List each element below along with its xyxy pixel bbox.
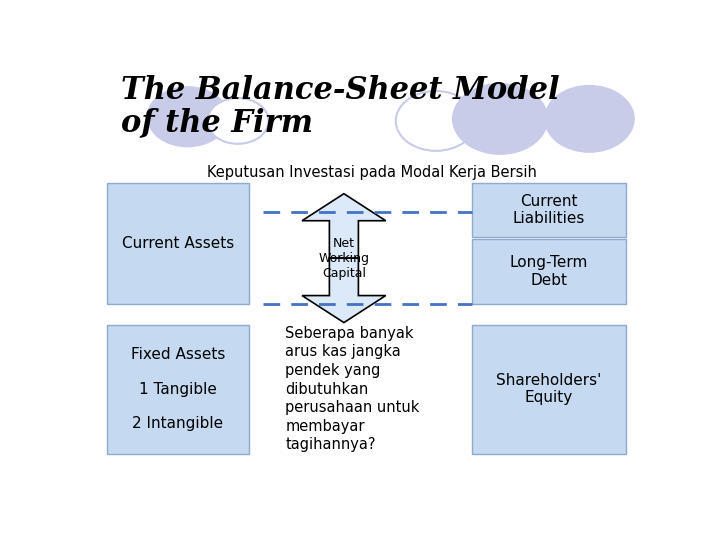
FancyBboxPatch shape (107, 325, 249, 454)
Circle shape (396, 91, 476, 151)
FancyBboxPatch shape (472, 239, 626, 304)
FancyBboxPatch shape (472, 325, 626, 454)
Text: Shareholders'
Equity: Shareholders' Equity (496, 373, 602, 406)
Text: Fixed Assets

1 Tangible

2 Intangible: Fixed Assets 1 Tangible 2 Intangible (131, 347, 225, 431)
Circle shape (545, 85, 634, 152)
Polygon shape (302, 258, 386, 322)
Circle shape (148, 87, 228, 147)
Text: Current Assets: Current Assets (122, 236, 234, 251)
Circle shape (207, 98, 269, 144)
Text: Net
Working
Capital: Net Working Capital (318, 237, 369, 280)
Text: Keputusan Investasi pada Modal Kerja Bersih: Keputusan Investasi pada Modal Kerja Ber… (207, 165, 537, 180)
FancyBboxPatch shape (472, 183, 626, 237)
Text: Long-Term
Debt: Long-Term Debt (510, 255, 588, 288)
FancyBboxPatch shape (107, 183, 249, 304)
Polygon shape (302, 194, 386, 258)
Text: Current
Liabilities: Current Liabilities (513, 194, 585, 226)
Text: The Balance-Sheet Model
of the Firm: The Balance-Sheet Model of the Firm (121, 75, 559, 138)
Circle shape (453, 84, 547, 154)
Text: Seberapa banyak
arus kas jangka
pendek yang
dibutuhkan
perusahaan untuk
membayar: Seberapa banyak arus kas jangka pendek y… (285, 326, 420, 453)
